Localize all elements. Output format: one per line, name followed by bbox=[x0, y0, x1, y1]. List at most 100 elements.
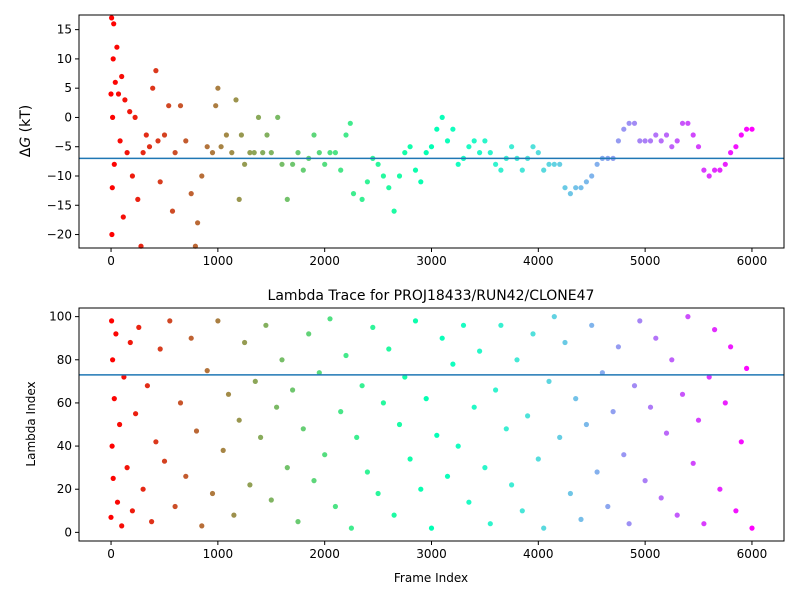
delta-g-point bbox=[242, 161, 248, 167]
lambda-point bbox=[444, 473, 451, 479]
delta-g-point bbox=[744, 126, 750, 132]
delta-g-point bbox=[213, 103, 219, 109]
delta-g-point bbox=[279, 161, 285, 167]
lambda-point bbox=[599, 370, 606, 376]
delta-g-x-tick-label: 1000 bbox=[203, 254, 234, 268]
delta-g-x-tick-label: 3000 bbox=[416, 254, 447, 268]
delta-g-point bbox=[402, 150, 408, 156]
lambda-point bbox=[172, 503, 178, 510]
delta-g-point bbox=[653, 132, 659, 138]
lambda-point bbox=[263, 322, 269, 328]
delta-g-point bbox=[169, 208, 176, 214]
lambda-point bbox=[637, 318, 643, 324]
lambda-point bbox=[701, 521, 707, 527]
lambda-point bbox=[109, 318, 115, 324]
lambda-point bbox=[642, 478, 648, 484]
delta-g-point bbox=[350, 191, 357, 197]
delta-g-points bbox=[108, 15, 755, 249]
lambda-point bbox=[487, 521, 493, 527]
lambda-point bbox=[685, 314, 691, 320]
lambda-point bbox=[557, 434, 563, 440]
lambda-point bbox=[546, 378, 552, 384]
lambda-point bbox=[109, 443, 115, 449]
lambda-point bbox=[149, 519, 155, 525]
lambda-point bbox=[380, 400, 386, 406]
lambda-point bbox=[332, 503, 338, 510]
delta-g-point bbox=[701, 167, 707, 173]
lambda-point bbox=[653, 335, 659, 341]
delta-g-point bbox=[439, 114, 445, 120]
delta-g-point bbox=[359, 196, 365, 202]
lambda-point bbox=[290, 387, 296, 393]
delta-g-point bbox=[583, 179, 590, 185]
delta-g-point bbox=[268, 150, 274, 156]
delta-g-point bbox=[423, 150, 429, 156]
lambda-point bbox=[274, 404, 280, 410]
delta-g-point bbox=[108, 91, 114, 97]
lambda-point bbox=[386, 346, 392, 352]
lambda-x-tick-label: 1000 bbox=[203, 547, 234, 561]
lambda-point bbox=[525, 413, 531, 419]
delta-g-point bbox=[471, 138, 477, 144]
lambda-point bbox=[498, 322, 504, 328]
delta-g-point bbox=[396, 173, 403, 179]
delta-g-point bbox=[295, 150, 301, 156]
delta-g-point bbox=[264, 132, 270, 138]
lambda-point bbox=[412, 318, 419, 324]
delta-g-y-tick-label: −5 bbox=[54, 140, 72, 154]
delta-g-point bbox=[110, 56, 116, 62]
delta-g-y-tick-label: 0 bbox=[64, 110, 72, 124]
lambda-point bbox=[418, 486, 424, 492]
lambda-point bbox=[658, 495, 664, 501]
lambda-point bbox=[311, 478, 317, 484]
delta-g-y-axis-label: ΔG (kT) bbox=[18, 105, 34, 157]
delta-g-y-tick-label: −20 bbox=[47, 228, 72, 242]
lambda-point bbox=[509, 482, 515, 488]
lambda-point bbox=[728, 344, 734, 350]
delta-g-point bbox=[621, 126, 627, 132]
delta-g-point bbox=[658, 138, 664, 144]
lambda-point bbox=[242, 339, 248, 346]
delta-g-point bbox=[124, 150, 130, 156]
delta-g-point bbox=[218, 144, 224, 150]
lambda-y-tick-label: 0 bbox=[64, 525, 72, 539]
lambda-point bbox=[610, 409, 616, 415]
delta-g-point bbox=[238, 132, 244, 138]
delta-g-point bbox=[364, 179, 370, 185]
delta-g-y-tick-label: 10 bbox=[57, 52, 72, 66]
delta-g-point bbox=[132, 114, 138, 120]
delta-g-point bbox=[407, 144, 413, 150]
lambda-x-tick-label: 4000 bbox=[523, 547, 554, 561]
delta-g-point bbox=[223, 132, 229, 138]
lambda-point bbox=[391, 512, 397, 518]
delta-g-point bbox=[466, 144, 472, 150]
delta-g-point bbox=[199, 173, 205, 179]
delta-g-point bbox=[111, 161, 117, 167]
delta-g-point bbox=[332, 150, 338, 156]
lambda-point bbox=[706, 374, 712, 380]
lambda-point bbox=[722, 400, 728, 406]
lambda-point bbox=[551, 314, 557, 320]
delta-g-point bbox=[109, 185, 115, 191]
delta-g-point bbox=[110, 114, 116, 120]
delta-g-point bbox=[209, 150, 216, 156]
delta-g-point bbox=[111, 21, 117, 27]
delta-g-point bbox=[706, 173, 712, 179]
lambda-point bbox=[215, 318, 221, 324]
delta-g-point bbox=[455, 161, 461, 167]
delta-g-x-tick-label: 5000 bbox=[630, 254, 661, 268]
delta-g-point bbox=[290, 161, 296, 167]
lambda-x-axis-label: Frame Index bbox=[394, 571, 468, 585]
delta-g-point bbox=[129, 173, 135, 179]
lambda-point bbox=[482, 465, 488, 471]
delta-g-point bbox=[233, 97, 239, 103]
delta-g-point bbox=[140, 150, 146, 156]
lambda-point bbox=[247, 482, 253, 488]
delta-g-point bbox=[188, 191, 194, 197]
lambda-point bbox=[455, 443, 461, 449]
delta-g-point bbox=[551, 161, 557, 167]
lambda-point bbox=[133, 411, 139, 417]
delta-g-point bbox=[122, 97, 128, 103]
lambda-x-tick-label: 5000 bbox=[630, 547, 661, 561]
